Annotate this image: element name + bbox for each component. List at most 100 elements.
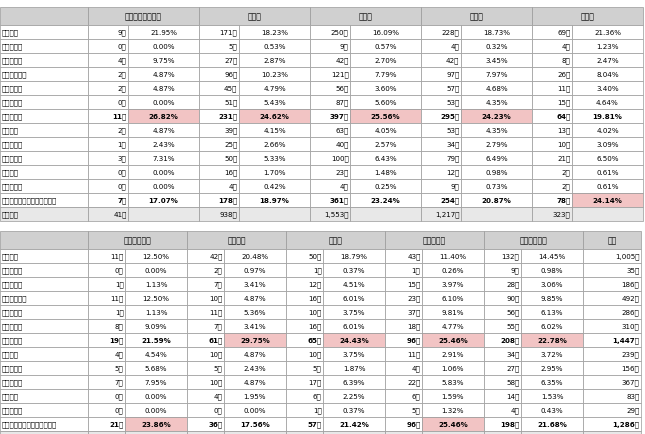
Bar [128,194,199,207]
Bar [323,375,385,389]
Bar [310,124,350,138]
Bar [88,96,128,110]
Text: 3.97%: 3.97% [442,281,464,287]
Bar [350,110,421,124]
Bar [385,333,422,347]
Bar [88,291,125,305]
Text: 198社: 198社 [501,421,519,427]
Bar [532,110,572,124]
Text: 21社: 21社 [557,155,570,162]
Text: 90社: 90社 [506,295,519,302]
Text: 0.00%: 0.00% [152,44,175,50]
Bar [128,124,199,138]
Bar [286,361,323,375]
Bar [572,68,643,82]
Bar [88,263,125,277]
Text: 卸売業: 卸売業 [470,13,484,21]
Bar [0,151,88,166]
Bar [422,319,484,333]
Bar [286,231,385,250]
Bar [125,277,187,291]
Text: 24.62%: 24.62% [259,114,290,120]
Text: 4社: 4社 [412,365,421,372]
Bar [521,291,583,305]
Text: 小泉進次郎氏: 小泉進次郎氏 [2,295,28,302]
Text: 35社: 35社 [626,267,639,274]
Bar [572,194,643,207]
Bar [323,250,385,263]
Text: 不動産業: 不動産業 [227,236,246,245]
Text: 18.97%: 18.97% [259,197,290,204]
Text: 6社: 6社 [412,393,421,399]
Text: 農・林・漁・鉱業: 農・林・漁・鉱業 [125,13,162,21]
Text: 22.78%: 22.78% [537,337,567,343]
Text: 295社: 295社 [441,113,459,120]
Bar [421,180,461,194]
Text: 2.47%: 2.47% [596,58,619,64]
Bar [0,8,88,26]
Bar [88,231,187,250]
Bar [583,403,641,417]
Text: 0.00%: 0.00% [144,407,167,413]
Text: 63社: 63社 [335,128,348,134]
Bar [310,151,350,166]
Text: 11社: 11社 [209,309,223,316]
Bar [583,333,641,347]
Bar [572,166,643,180]
Bar [484,361,521,375]
Text: 4.54%: 4.54% [144,351,167,357]
Bar [310,207,350,221]
Bar [88,82,128,96]
Bar [385,250,422,263]
Bar [239,151,310,166]
Text: 34社: 34社 [506,351,519,358]
Text: 3.09%: 3.09% [596,141,619,148]
Bar [310,194,350,207]
Bar [125,263,187,277]
Text: 13社: 13社 [557,128,570,134]
Text: 1.70%: 1.70% [263,170,286,176]
Bar [125,417,187,431]
Bar [310,180,350,194]
Bar [521,277,583,291]
Bar [385,291,422,305]
Bar [532,207,572,221]
Bar [310,26,350,40]
Text: 2社: 2社 [118,85,126,92]
Bar [323,305,385,319]
Text: 0.97%: 0.97% [244,267,266,273]
Bar [187,375,224,389]
Bar [88,319,125,333]
Bar [88,166,128,180]
Bar [224,277,286,291]
Bar [286,431,323,434]
Bar [88,417,125,431]
Bar [484,263,521,277]
Bar [422,361,484,375]
Text: 11社: 11社 [407,351,421,358]
Bar [323,333,385,347]
Bar [484,231,583,250]
Text: 4社: 4社 [228,183,237,190]
Bar [0,361,88,375]
Text: 0社: 0社 [118,169,126,176]
Bar [187,361,224,375]
Bar [421,166,461,180]
Bar [583,263,641,277]
Bar [286,277,323,291]
Text: 1.87%: 1.87% [342,365,365,371]
Bar [224,417,286,431]
Bar [125,250,187,263]
Text: 19社: 19社 [109,337,123,344]
Bar [0,40,88,54]
Text: 0.00%: 0.00% [152,100,175,106]
Text: 5.68%: 5.68% [144,365,167,371]
Text: 4社: 4社 [562,43,570,50]
Text: 6.35%: 6.35% [541,379,563,385]
Text: 4社: 4社 [340,183,348,190]
Text: 0.57%: 0.57% [374,44,397,50]
Text: 9.09%: 9.09% [144,323,167,329]
Bar [0,319,88,333]
Bar [0,68,88,82]
Text: 野田聖子氏: 野田聖子氏 [2,407,23,413]
